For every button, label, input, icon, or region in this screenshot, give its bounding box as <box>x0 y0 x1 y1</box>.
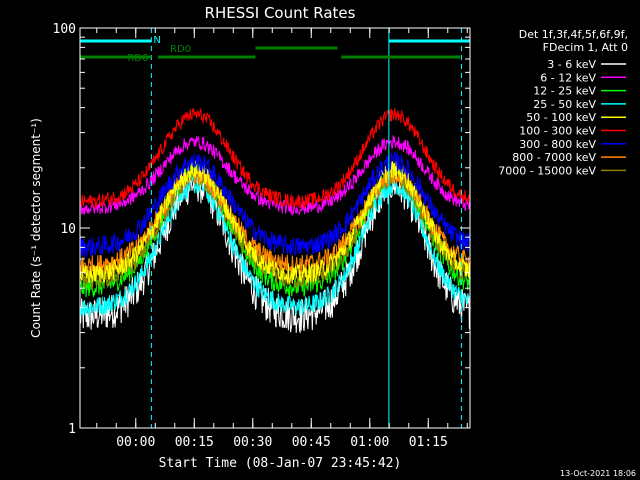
legend-entry-label: 12 - 25 keV <box>533 85 596 98</box>
y-tick-label: 100 <box>53 22 76 37</box>
legend-entry-label: 7000 - 15000 keV <box>498 164 596 177</box>
series-line-5 <box>79 107 471 208</box>
legend: Det 1f,3f,4f,5f,6f,9f,FDecim 1, Att 0 3 -… <box>498 28 628 177</box>
flag-layer: N RD0 RD6 <box>80 35 470 64</box>
plot-frame <box>79 27 471 429</box>
series-layer <box>79 107 471 334</box>
flag-label-n: N <box>153 35 160 46</box>
legend-title-line: Det 1f,3f,4f,5f,6f,9f, <box>519 28 628 41</box>
x-tick-label: 00:30 <box>233 435 272 450</box>
legend-entry-label: 100 - 300 keV <box>519 125 596 138</box>
series-line-6 <box>79 151 471 258</box>
legend-title-line: FDecim 1, Att 0 <box>543 41 628 54</box>
legend-entry-label: 800 - 7000 keV <box>512 151 596 164</box>
series-line-4 <box>79 160 471 284</box>
x-axis-label: Start Time (08-Jan-07 23:45:42) <box>159 456 402 471</box>
x-tick-label: 00:15 <box>175 435 214 450</box>
chart-title: RHESSI Count Rates <box>205 4 356 22</box>
flag-label-rd6: RD6 <box>127 53 148 64</box>
x-tick-label: 01:00 <box>350 435 389 450</box>
x-tick-label: 01:15 <box>409 435 448 450</box>
y-axis-label: Count Rate (s⁻¹ detector segment⁻¹) <box>29 118 43 338</box>
y-tick-label: 10 <box>60 222 76 237</box>
legend-entry-label: 6 - 12 keV <box>540 71 596 84</box>
axis-layer: 1 10 100 00:00 00:15 00:30 00:45 01:00 01:15 <box>53 22 470 450</box>
y-tick-label: 1 <box>68 422 76 437</box>
x-tick-label: 00:45 <box>292 435 331 450</box>
marker-layer <box>150 28 462 428</box>
legend-entry-label: 300 - 800 keV <box>519 138 596 151</box>
footer-timestamp: 13-Oct-2021 18:06 <box>560 469 636 478</box>
x-tick-label: 00:00 <box>116 435 155 450</box>
legend-entry-label: 50 - 100 keV <box>526 111 596 124</box>
series-line-1 <box>79 135 470 217</box>
legend-entry-label: 3 - 6 keV <box>547 58 596 71</box>
flag-label-rd0: RD0 <box>170 44 191 55</box>
legend-entry-label: 25 - 50 keV <box>533 98 596 111</box>
